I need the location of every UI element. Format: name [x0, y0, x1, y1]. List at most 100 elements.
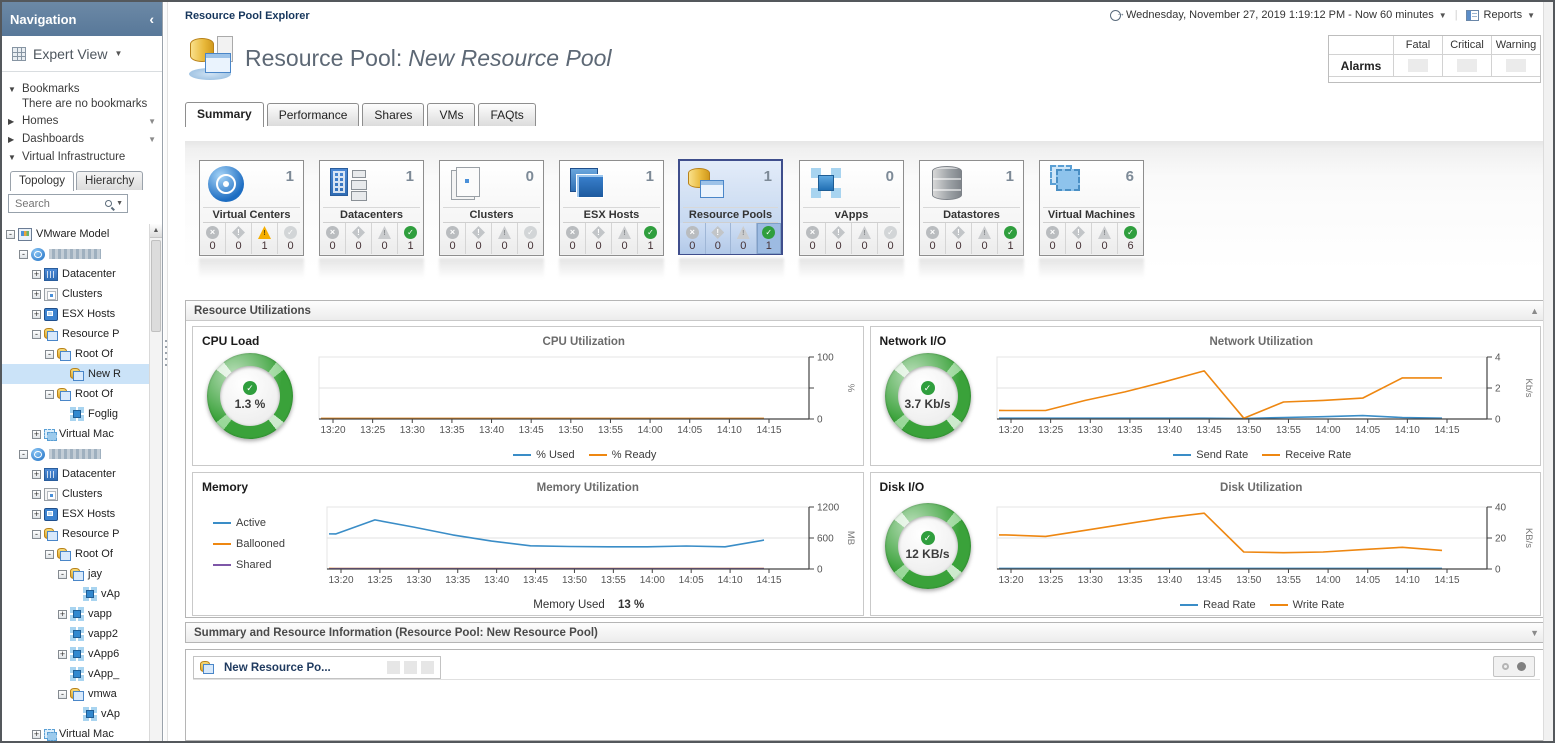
- tree-expander-icon[interactable]: -: [32, 329, 41, 339]
- status-cell-fatal[interactable]: 0: [680, 223, 705, 254]
- tree-item[interactable]: -New R: [2, 364, 149, 384]
- status-cell-critical[interactable]: 0: [945, 223, 971, 254]
- alarms-fatal-value[interactable]: [1393, 54, 1442, 76]
- summary-section-header[interactable]: Summary and Resource Information (Resour…: [185, 622, 1548, 643]
- sidebar-item-homes[interactable]: ▶ Homes ▼: [2, 112, 162, 130]
- tile-vapps[interactable]: 0 vApps 0 0 0 0: [799, 160, 904, 256]
- status-cell-warning[interactable]: 0: [971, 223, 997, 254]
- resource-pool-summary-tab[interactable]: New Resource Po...: [193, 656, 441, 679]
- tree-item[interactable]: + Datacenter: [2, 264, 149, 284]
- tab-vms[interactable]: VMs: [427, 103, 476, 126]
- tree-expander-icon[interactable]: -: [45, 549, 54, 559]
- tree-item[interactable]: + vApp6: [2, 644, 149, 664]
- status-cell-fatal[interactable]: 0: [200, 223, 225, 254]
- status-cell-warning[interactable]: 1: [251, 223, 277, 254]
- tree-expander-icon[interactable]: +: [58, 648, 67, 659]
- tree-item[interactable]: + Clusters: [2, 284, 149, 304]
- status-cell-normal[interactable]: 1: [755, 223, 781, 254]
- toggle-off-icon[interactable]: [1502, 663, 1509, 670]
- tree-expander-icon[interactable]: -: [19, 449, 28, 459]
- view-selector[interactable]: Expert View ▼: [2, 36, 162, 72]
- scrollbar-thumb[interactable]: [151, 240, 161, 332]
- status-cell-critical[interactable]: 0: [585, 223, 611, 254]
- status-cell-normal[interactable]: 1: [637, 223, 663, 254]
- tree-expander-icon[interactable]: +: [32, 468, 41, 479]
- status-cell-normal[interactable]: 0: [517, 223, 543, 254]
- status-cell-warning[interactable]: 0: [611, 223, 637, 254]
- tree-item[interactable]: -vAp: [2, 584, 149, 604]
- status-cell-fatal[interactable]: 0: [560, 223, 585, 254]
- tree-item[interactable]: -vapp2: [2, 624, 149, 644]
- reports-dropdown-icon[interactable]: ▼: [1527, 10, 1535, 20]
- timerange-text[interactable]: Wednesday, November 27, 2019 1:19:12 PM …: [1126, 9, 1434, 21]
- tab-topology[interactable]: Topology: [10, 171, 75, 191]
- sidebar-item-dashboards[interactable]: ▶ Dashboards ▼: [2, 130, 162, 148]
- filter-dropdown-icon[interactable]: ▼: [148, 134, 156, 144]
- view-toggle-buttons[interactable]: [1493, 656, 1535, 677]
- tree-item[interactable]: + Datacenter: [2, 464, 149, 484]
- search-input[interactable]: [13, 196, 106, 211]
- tile-esx-hosts[interactable]: 1 ESX Hosts 0 0 0 1: [559, 160, 664, 256]
- tile-datastores[interactable]: 1 Datastores 0 0 0 1: [919, 160, 1024, 256]
- tree-expander-icon[interactable]: +: [32, 288, 41, 299]
- tree-expander-icon[interactable]: -: [45, 349, 54, 359]
- status-cell-warning[interactable]: 0: [851, 223, 877, 254]
- reports-button[interactable]: Reports: [1483, 9, 1523, 21]
- tree-expander-icon[interactable]: -: [58, 569, 67, 579]
- tree-item[interactable]: + Virtual Mac: [2, 424, 149, 444]
- status-cell-critical[interactable]: 0: [225, 223, 251, 254]
- tree-item[interactable]: - vmwa: [2, 684, 149, 704]
- tree-item[interactable]: - Root Of: [2, 344, 149, 364]
- timerange-dropdown-icon[interactable]: ▼: [1438, 10, 1447, 20]
- tab-summary[interactable]: Summary: [185, 102, 264, 127]
- tree-item[interactable]: + Virtual Mac: [2, 724, 149, 741]
- page-scrollbar[interactable]: [1543, 2, 1553, 741]
- status-cell-warning[interactable]: 0: [730, 223, 756, 254]
- alarms-warning-value[interactable]: [1491, 54, 1540, 76]
- tree-expander-icon[interactable]: +: [32, 508, 41, 519]
- status-cell-critical[interactable]: 0: [1065, 223, 1091, 254]
- search-options-icon[interactable]: ▼: [116, 200, 123, 207]
- status-cell-critical[interactable]: 0: [704, 223, 731, 254]
- tree-item[interactable]: + Clusters: [2, 484, 149, 504]
- tree-item[interactable]: -vAp: [2, 704, 149, 724]
- tree-expander-icon[interactable]: -: [32, 529, 41, 539]
- tree-scrollbar[interactable]: ▲: [149, 224, 162, 741]
- expand-panel-icon[interactable]: ▼: [1530, 627, 1539, 638]
- tree-expander-icon[interactable]: +: [32, 428, 41, 439]
- tab-shares[interactable]: Shares: [362, 103, 425, 126]
- status-cell-normal[interactable]: 1: [397, 223, 423, 254]
- status-cell-critical[interactable]: 0: [345, 223, 371, 254]
- tab-faqts[interactable]: FAQts: [478, 103, 536, 126]
- status-cell-normal[interactable]: 0: [277, 223, 303, 254]
- tree-expander-icon[interactable]: -: [58, 689, 67, 699]
- search-icon[interactable]: [105, 200, 113, 207]
- sidebar-item-bookmarks[interactable]: ▼ Bookmarks: [2, 80, 162, 98]
- tree-expander-icon[interactable]: -: [6, 229, 15, 239]
- alarms-critical-value[interactable]: [1442, 54, 1491, 76]
- status-cell-fatal[interactable]: 0: [440, 223, 465, 254]
- status-cell-warning[interactable]: 0: [491, 223, 517, 254]
- status-cell-warning[interactable]: 0: [371, 223, 397, 254]
- tree-expander-icon[interactable]: +: [58, 608, 67, 619]
- sidebar-splitter[interactable]: [164, 2, 168, 741]
- status-cell-fatal[interactable]: 0: [920, 223, 945, 254]
- status-cell-fatal[interactable]: 0: [320, 223, 345, 254]
- tree-expander-icon[interactable]: +: [32, 268, 41, 279]
- tile-virtual-machines[interactable]: 6 Virtual Machines 0 0 0 6: [1039, 160, 1144, 256]
- tree-item[interactable]: + ESX Hosts: [2, 504, 149, 524]
- tree-item[interactable]: -: [2, 244, 149, 264]
- collapse-panel-icon[interactable]: ▲: [1530, 305, 1539, 316]
- status-cell-fatal[interactable]: 0: [800, 223, 825, 254]
- status-cell-critical[interactable]: 0: [825, 223, 851, 254]
- toggle-on-icon[interactable]: [1517, 662, 1526, 671]
- status-cell-normal[interactable]: 0: [877, 223, 903, 254]
- status-cell-critical[interactable]: 0: [465, 223, 491, 254]
- tree-item[interactable]: - Resource P: [2, 524, 149, 544]
- collapse-sidebar-icon[interactable]: ‹: [149, 11, 154, 27]
- tree-item[interactable]: - VMware Model: [2, 224, 149, 244]
- tree-item[interactable]: - jay: [2, 564, 149, 584]
- tile-virtual-centers[interactable]: 1 Virtual Centers 0 0 1 0: [199, 160, 304, 256]
- scroll-up-icon[interactable]: ▲: [150, 224, 162, 238]
- tree-item[interactable]: - Resource P: [2, 324, 149, 344]
